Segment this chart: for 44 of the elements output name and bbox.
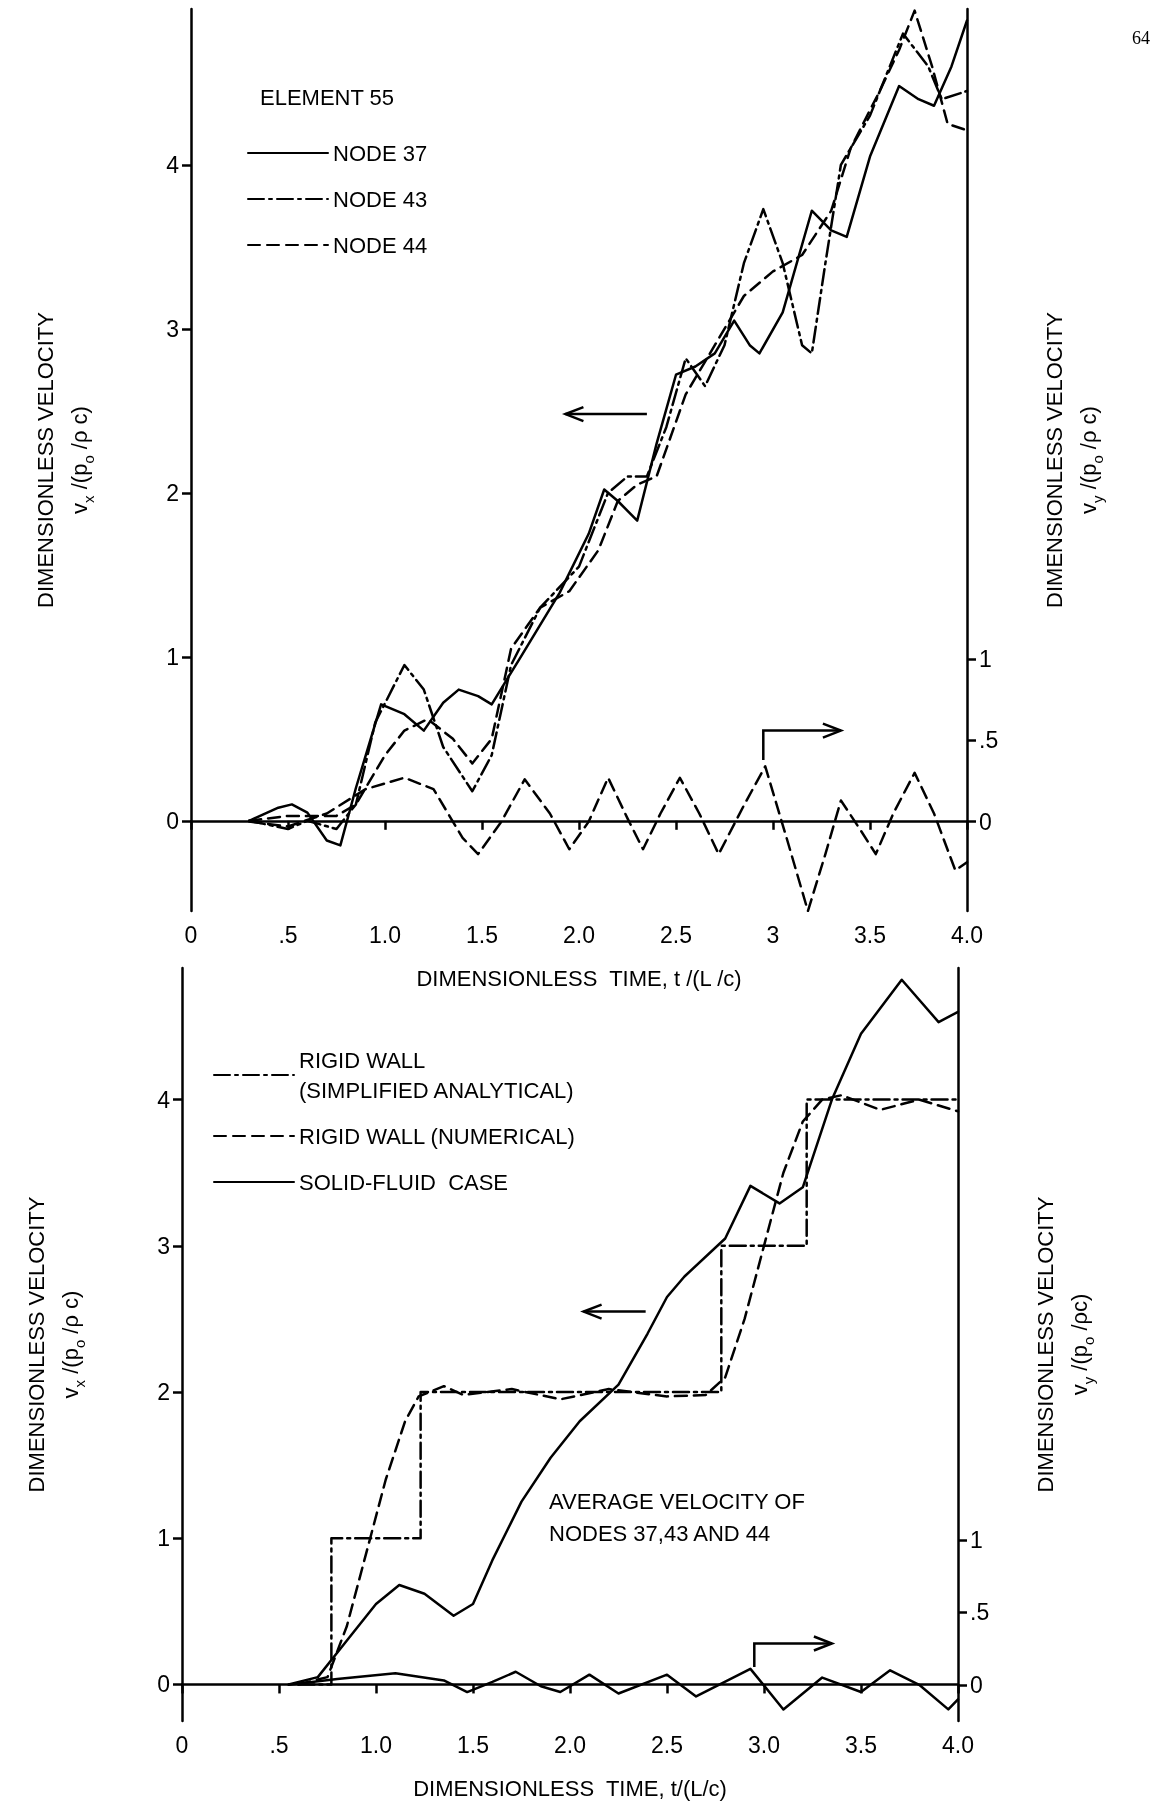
legend-label: RIGID WALL (NUMERICAL) xyxy=(299,1123,575,1149)
y-tick-label: 3 xyxy=(166,315,179,342)
x-tick-label: 3.5 xyxy=(845,1731,877,1758)
legend-label: NODE 43 xyxy=(333,186,428,212)
y2-tick-label: .5 xyxy=(979,727,999,754)
y-tick-label: 1 xyxy=(157,1525,170,1552)
x-tick-label: 2.0 xyxy=(554,1731,586,1758)
x-tick-label: 3.0 xyxy=(748,1731,780,1758)
legend-label: SOLID-FLUID CASE xyxy=(299,1169,509,1195)
y2-tick-label: .5 xyxy=(970,1599,990,1626)
legend-label: NODE 37 xyxy=(333,140,428,166)
y-tick-label: 0 xyxy=(157,1671,170,1698)
x-tick-label: 0 xyxy=(184,921,198,948)
x-tick-label: .5 xyxy=(278,921,298,948)
y-tick-label: 2 xyxy=(166,479,179,506)
x-tick-label: 3 xyxy=(766,921,780,948)
y2-tick-label: 0 xyxy=(970,1671,983,1698)
x-tick-label: 1.5 xyxy=(466,921,498,948)
text: 64 xyxy=(1132,28,1150,48)
x-axis-title: DIMENSIONLESS TIME, t /(L /c) xyxy=(416,965,742,991)
y-tick-label: 4 xyxy=(157,1086,171,1113)
x-tick-label: .5 xyxy=(269,1731,289,1758)
y2-tick-label: 1 xyxy=(979,646,992,673)
y-tick-label: 3 xyxy=(157,1232,170,1259)
annotation: AVERAGE VELOCITY OF NODES 37,43 AND 44 xyxy=(549,1488,805,1546)
y-tick-label: 1 xyxy=(166,643,179,670)
y-tick-label: 2 xyxy=(157,1379,170,1406)
legend-label: NODE 44 xyxy=(333,232,428,258)
x-tick-label: 2.5 xyxy=(660,921,692,948)
x-axis-title: DIMENSIONLESS TIME, t/(L/c) xyxy=(413,1775,727,1801)
x-tick-label: 4.0 xyxy=(942,1731,974,1758)
y2-tick-label: 1 xyxy=(970,1526,983,1553)
y-tick-label: 0 xyxy=(166,807,179,834)
x-tick-label: 3.5 xyxy=(854,921,886,948)
y2-tick-label: 0 xyxy=(979,808,992,835)
y-tick-label: 4 xyxy=(166,151,180,178)
legend-label: RIGID WALL (SIMPLIFIED ANALYTICAL) xyxy=(299,1047,574,1103)
x-tick-label: 1.0 xyxy=(369,921,401,948)
legend-title: ELEMENT 55 xyxy=(260,84,395,110)
x-tick-label: 2.5 xyxy=(651,1731,683,1758)
x-tick-label: 1.0 xyxy=(360,1731,392,1758)
x-tick-label: 2.0 xyxy=(563,921,595,948)
x-tick-label: 1.5 xyxy=(457,1731,489,1758)
x-tick-label: 4.0 xyxy=(951,921,983,948)
